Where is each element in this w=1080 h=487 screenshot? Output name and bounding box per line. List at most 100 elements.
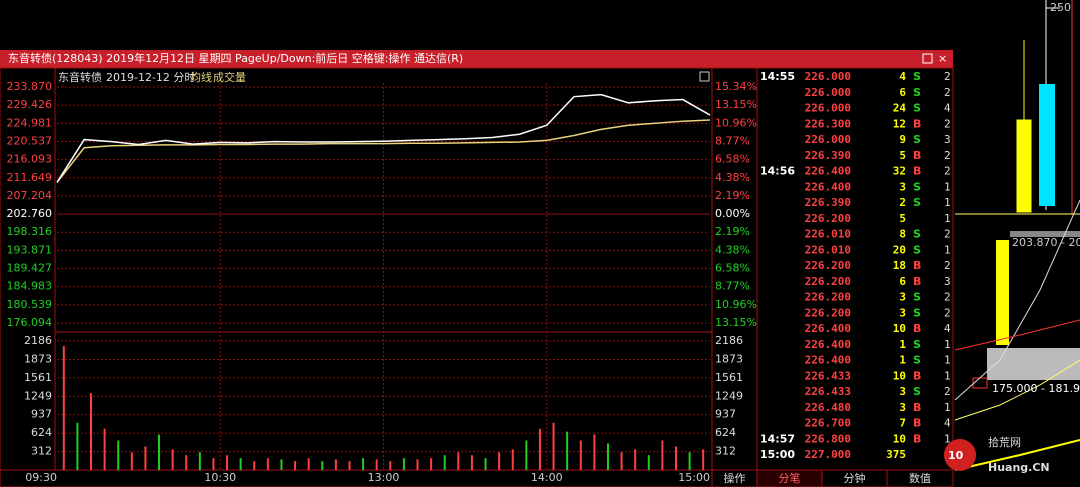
trade-side: B (913, 275, 921, 288)
volume-tick-label: 1873 (24, 352, 52, 365)
trade-time: 14:57 (760, 432, 795, 445)
trade-side: S (913, 86, 921, 99)
watermark-number: 10 (948, 449, 964, 462)
pct-tick-label: 6.58% (715, 153, 750, 166)
maximize-button[interactable] (922, 53, 933, 64)
trade-qty: 20 (893, 243, 906, 256)
trade-price: 226.000 (805, 133, 851, 146)
trade-price: 226.800 (805, 432, 851, 445)
trade-side: S (913, 306, 921, 319)
trade-side: B (913, 117, 921, 130)
trade-qty: 2 (899, 196, 906, 209)
trade-side: B (913, 417, 921, 430)
trade-time: 14:55 (760, 70, 795, 83)
side-label: 203.870 - 205 (1012, 236, 1080, 249)
trade-side: S (913, 196, 921, 209)
trade-qty: 6 (899, 275, 906, 288)
close-button[interactable]: × (938, 52, 947, 65)
pct-tick-label: 13.15% (715, 98, 757, 111)
chart-date: 2019-12-12 分时 (106, 71, 195, 84)
trade-qty: 3 (899, 385, 906, 398)
volume-tick-label: 1249 (715, 389, 743, 402)
pct-tick-label: 6.58% (715, 262, 750, 275)
trade-count: 1 (944, 432, 951, 445)
trade-count: 2 (944, 306, 951, 319)
trade-count: 1 (944, 180, 951, 193)
y-tick-label: 198.316 (7, 225, 53, 238)
trade-qty: 3 (899, 291, 906, 304)
trade-price: 226.400 (805, 354, 851, 367)
pct-tick-label: 8.77% (715, 280, 750, 293)
trade-count: 2 (944, 86, 951, 99)
trade-price: 226.400 (805, 165, 851, 178)
volume-tick-label: 312 (715, 445, 736, 458)
avg-label: 均线 (190, 70, 212, 84)
trade-price: 226.200 (805, 212, 851, 225)
y-tick-label: 224.981 (7, 116, 53, 129)
volume-tick-label: 312 (31, 445, 52, 458)
trade-price: 226.400 (805, 338, 851, 351)
trade-side: B (913, 369, 921, 382)
y-tick-label: 216.093 (7, 153, 53, 166)
volume-tick-label: 2186 (24, 334, 52, 347)
volume-tick-label: 1249 (24, 389, 52, 402)
trade-count: 3 (944, 275, 951, 288)
title-bar (0, 50, 953, 68)
tab[interactable] (886, 469, 954, 487)
trade-count: 1 (944, 243, 951, 256)
trade-side: S (913, 102, 921, 115)
pct-tick-label: 8.77% (715, 134, 750, 147)
trade-qty: 3 (899, 306, 906, 319)
trade-count: 2 (944, 228, 951, 241)
trade-price: 226.200 (805, 291, 851, 304)
trade-count: 2 (944, 259, 951, 272)
trade-count: 3 (944, 133, 951, 146)
trade-qty: 4 (899, 70, 906, 83)
trade-side: B (913, 165, 921, 178)
trade-price: 226.000 (805, 86, 851, 99)
pct-tick-label: 4.38% (715, 243, 750, 256)
y-tick-label: 220.537 (7, 134, 53, 147)
tab-label[interactable]: 数值 (909, 472, 931, 485)
trade-price: 226.700 (805, 417, 851, 430)
trade-count: 1 (944, 196, 951, 209)
tab-label[interactable]: 分钟 (844, 471, 866, 485)
trade-price: 226.400 (805, 322, 851, 335)
trade-qty: 375 (886, 448, 906, 461)
trade-side: S (913, 291, 921, 304)
watermark-domain: Huang.CN (988, 461, 1050, 474)
trade-qty: 12 (893, 117, 906, 130)
trade-side: S (913, 133, 921, 146)
trade-qty: 32 (893, 165, 906, 178)
trade-price: 226.010 (805, 228, 851, 241)
expand-button[interactable] (699, 71, 710, 82)
trade-price: 226.433 (805, 369, 851, 382)
volume-tick-label: 1561 (24, 371, 52, 384)
pct-tick-label: 15.34% (715, 80, 757, 93)
trade-count: 2 (944, 291, 951, 304)
trade-qty: 10 (893, 322, 906, 335)
tab-label[interactable]: 分笔 (779, 471, 801, 485)
y-tick-label: 176.094 (7, 316, 53, 329)
tab-label[interactable]: 操作 (724, 471, 746, 485)
volume-tick-label: 624 (31, 426, 52, 439)
x-tick-label: 14:00 (531, 471, 563, 484)
pct-tick-label: 10.96% (715, 116, 757, 129)
trade-count: 4 (944, 322, 951, 335)
pct-tick-label: 13.15% (715, 316, 757, 329)
trade-side: S (913, 354, 921, 367)
trade-side: B (913, 401, 921, 414)
x-tick-label: 10:30 (204, 471, 236, 484)
y-tick-label: 233.870 (7, 80, 53, 93)
trade-count: 4 (944, 417, 951, 430)
trade-count: 1 (944, 369, 951, 382)
trade-price: 226.400 (805, 180, 851, 193)
average-line (56, 119, 711, 183)
trade-count: 1 (944, 401, 951, 414)
volume-tick-label: 937 (715, 408, 736, 421)
trade-qty: 9 (899, 133, 906, 146)
trade-side: S (913, 180, 921, 193)
trade-price: 226.200 (805, 259, 851, 272)
